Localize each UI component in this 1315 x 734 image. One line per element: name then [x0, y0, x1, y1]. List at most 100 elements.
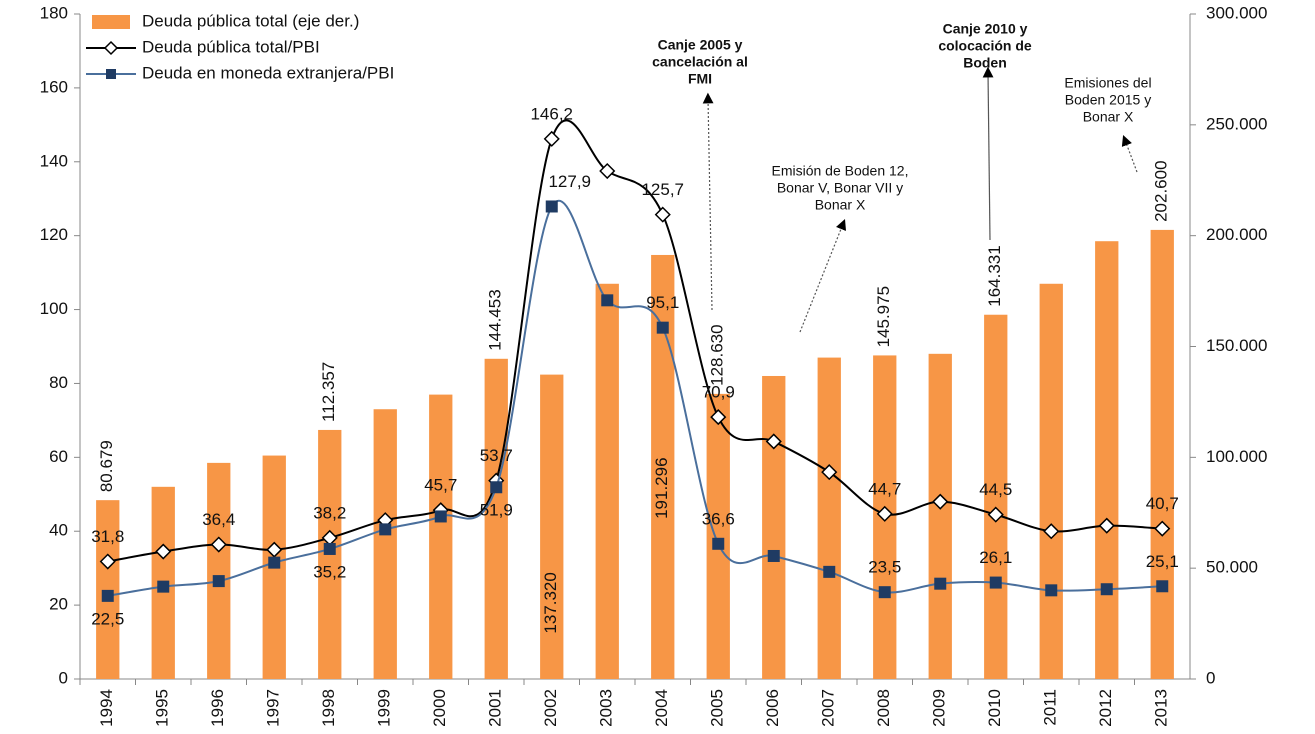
annotation-arrow	[702, 92, 714, 311]
annotation-arrow	[982, 66, 994, 241]
marker	[767, 549, 780, 562]
marker	[656, 321, 669, 334]
y-tick-label: 140	[40, 151, 68, 170]
bar	[1095, 241, 1119, 680]
marker	[212, 575, 225, 588]
bar	[1039, 283, 1063, 679]
line-value-label: 38,2	[313, 503, 346, 522]
bar-value-label: 202.600	[1152, 160, 1171, 221]
bar	[817, 357, 841, 679]
line-value-label: 95,1	[646, 293, 679, 312]
annotation-arrow	[799, 218, 847, 333]
line-value-label: 22,5	[91, 609, 124, 628]
y2-tick-label: 100.000	[1206, 447, 1267, 466]
marker	[543, 130, 560, 147]
annotation-arrow	[1121, 134, 1138, 173]
y-tick-label: 40	[49, 521, 68, 540]
x-tick-label: 1999	[375, 689, 394, 727]
marker	[434, 510, 447, 523]
marker	[710, 409, 727, 426]
x-tick-label: 2005	[708, 689, 727, 727]
marker	[101, 589, 114, 602]
bar-value-label: 191.296	[652, 457, 671, 518]
annotation: colocación de	[938, 38, 1032, 54]
line-value-label: 44,7	[868, 479, 901, 498]
legend-label: Deuda pública total (eje der.)	[142, 11, 359, 30]
bar	[540, 374, 564, 679]
marker	[765, 433, 782, 450]
annotation: Bonar X	[815, 197, 866, 213]
legend-swatch	[92, 15, 130, 29]
line-value-label: 26,1	[979, 548, 1012, 567]
x-tick-label: 1996	[208, 689, 227, 727]
marker	[987, 506, 1004, 523]
bar	[762, 375, 786, 679]
line-value-label: 125,7	[641, 180, 684, 199]
marker	[1098, 517, 1115, 534]
marker	[268, 556, 281, 569]
line-value-label: 40,7	[1146, 494, 1179, 513]
marker	[1043, 523, 1060, 540]
x-tick-label: 2011	[1041, 689, 1060, 726]
bar-value-label: 164.331	[985, 245, 1004, 306]
y-tick-label: 80	[49, 373, 68, 392]
x-tick-label: 1994	[97, 689, 116, 727]
bar-value-label: 145.975	[874, 286, 893, 347]
x-tick-label: 2010	[985, 689, 1004, 727]
marker	[545, 200, 558, 213]
x-tick-label: 2013	[1152, 689, 1171, 727]
bar-value-label: 128.630	[708, 324, 727, 385]
x-tick-label: 2007	[819, 689, 838, 727]
y2-tick-label: 0	[1206, 668, 1215, 687]
line-value-label: 127,9	[548, 172, 591, 191]
line-value-label: 51,9	[480, 501, 513, 520]
annotation: Bonar V, Bonar VII y	[777, 180, 903, 196]
line-value-label: 25,1	[1146, 552, 1179, 571]
bar-value-label: 137.320	[541, 572, 560, 633]
legend-label: Deuda pública total/PBI	[142, 37, 320, 56]
y2-tick-label: 50.000	[1206, 558, 1258, 577]
y-tick-label: 160	[40, 77, 68, 96]
annotation: Emisión de Boden 12,	[772, 163, 909, 179]
marker	[1100, 583, 1113, 596]
marker	[932, 493, 949, 510]
x-tick-label: 1995	[153, 689, 172, 727]
marker	[157, 580, 170, 593]
marker	[823, 565, 836, 578]
marker	[155, 543, 172, 560]
y2-tick-label: 300.000	[1206, 3, 1267, 22]
line-value-label: 31,8	[91, 527, 124, 546]
marker	[1156, 580, 1169, 593]
annotation: Canje 2005 y	[658, 37, 743, 53]
bar	[96, 500, 120, 679]
y-tick-label: 180	[40, 3, 68, 22]
y2-tick-label: 150.000	[1206, 336, 1267, 355]
marker	[712, 537, 725, 550]
marker	[1045, 584, 1058, 597]
marker	[210, 536, 227, 553]
annotation: Emisiones del	[1064, 75, 1151, 91]
y-tick-label: 0	[59, 668, 68, 687]
annotation: Canje 2010 y	[943, 21, 1028, 37]
annotation: Boden 2015 y	[1065, 92, 1151, 108]
marker	[601, 294, 614, 307]
x-tick-label: 2003	[597, 689, 616, 727]
marker	[99, 553, 116, 570]
y-tick-label: 60	[49, 447, 68, 466]
x-tick-label: 1998	[319, 689, 338, 727]
bar	[1150, 229, 1174, 680]
x-tick-label: 2009	[930, 689, 949, 727]
y2-tick-label: 250.000	[1206, 114, 1267, 133]
annotation: FMI	[688, 71, 712, 87]
x-tick-label: 1997	[264, 689, 283, 727]
line-value-label: 146,2	[530, 104, 573, 123]
bar-value-label: 80.679	[97, 440, 116, 492]
marker	[934, 577, 947, 590]
marker	[654, 206, 671, 223]
bar	[207, 462, 231, 679]
legend-marker	[106, 69, 116, 79]
x-tick-label: 2001	[486, 689, 505, 727]
annotation: Bonar X	[1083, 109, 1134, 125]
marker	[490, 481, 503, 494]
x-tick-label: 2012	[1096, 689, 1115, 727]
